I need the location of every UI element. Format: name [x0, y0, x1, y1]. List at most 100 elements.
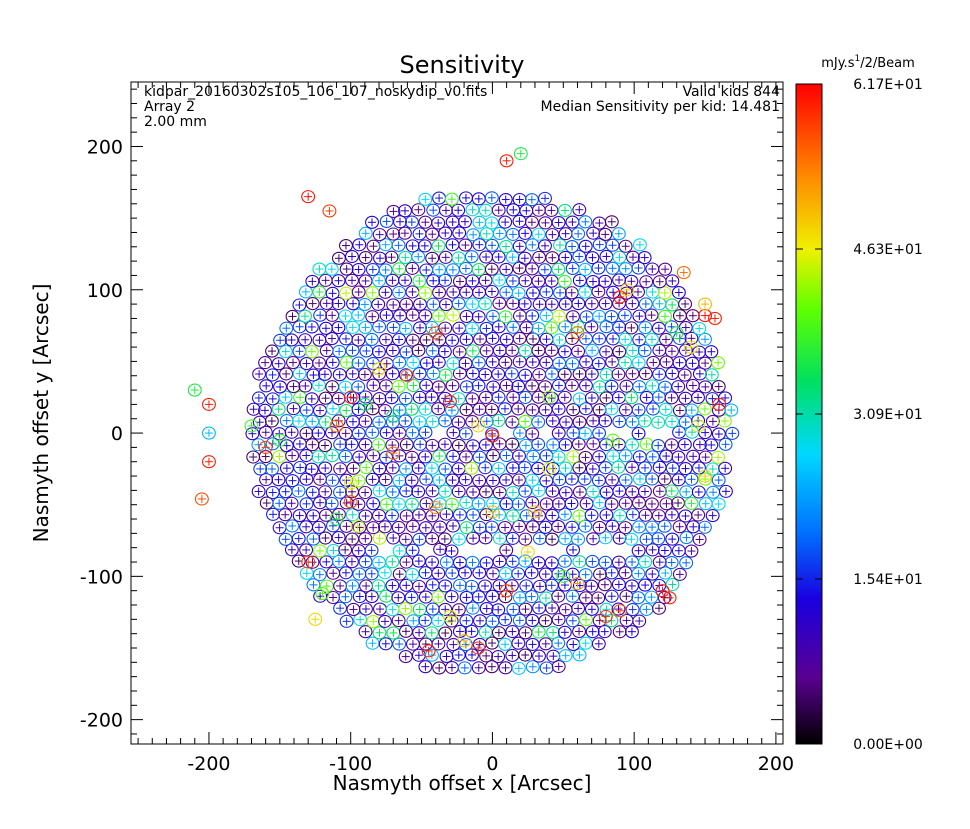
kid-marker	[671, 496, 685, 510]
kid-marker	[452, 578, 467, 592]
kid-marker	[357, 367, 372, 382]
kid-marker	[318, 391, 333, 405]
kid-marker	[426, 274, 441, 288]
kid-marker	[358, 625, 373, 639]
kid-marker	[671, 285, 686, 300]
kid-marker	[471, 641, 486, 655]
kid-marker	[471, 310, 486, 324]
kid-marker	[652, 297, 667, 311]
kid-marker	[358, 555, 373, 569]
kid-marker	[631, 426, 646, 441]
kid-marker	[525, 520, 540, 534]
kid-marker	[579, 379, 593, 393]
kid-marker	[565, 215, 580, 229]
kid-marker	[511, 661, 526, 675]
kid-marker	[293, 390, 308, 404]
kid-marker	[398, 368, 413, 382]
kid-marker	[645, 379, 660, 393]
kid-marker	[558, 250, 573, 265]
kid-marker	[572, 203, 587, 217]
kid-marker	[592, 380, 607, 394]
kid-marker	[599, 249, 614, 263]
kid-marker	[625, 555, 640, 569]
kid-marker	[679, 485, 694, 499]
kid-marker	[371, 579, 386, 593]
kid-marker	[446, 285, 461, 299]
kid-marker	[398, 532, 413, 546]
kid-marker	[432, 497, 447, 511]
kid-marker	[512, 591, 527, 605]
kid-marker	[505, 274, 520, 288]
kid-marker	[492, 554, 507, 568]
kid-marker	[404, 450, 419, 464]
kid-marker	[657, 519, 672, 533]
kid-marker	[386, 227, 401, 241]
kid-marker	[557, 507, 572, 521]
kid-marker	[331, 274, 346, 288]
kid-marker	[372, 555, 386, 570]
kid-marker	[364, 567, 379, 581]
kid-marker	[484, 216, 499, 230]
kid-marker	[442, 609, 457, 624]
kid-marker	[585, 625, 600, 639]
kid-marker	[572, 461, 587, 475]
kid-marker	[578, 450, 593, 464]
kid-marker	[586, 532, 601, 546]
kid-marker	[618, 332, 633, 346]
kid-marker	[324, 496, 339, 511]
kid-marker	[572, 273, 587, 287]
kid-marker	[645, 543, 660, 557]
kid-marker	[704, 345, 719, 359]
kid-marker	[639, 390, 654, 405]
kid-marker	[538, 403, 553, 417]
kid-marker	[385, 485, 400, 499]
kid-marker	[306, 509, 321, 523]
kid-marker	[557, 554, 572, 568]
kid-marker	[351, 426, 366, 440]
kid-marker	[345, 367, 360, 381]
kid-marker	[397, 226, 412, 240]
kid-marker	[632, 520, 647, 534]
kid-marker	[579, 332, 593, 346]
kid-marker	[478, 461, 493, 475]
kid-marker	[264, 414, 279, 428]
kid-marker	[298, 309, 312, 323]
kid-marker	[612, 531, 627, 545]
kid-marker	[511, 379, 526, 394]
kid-marker	[432, 191, 447, 205]
kid-marker	[417, 239, 432, 253]
kid-marker	[505, 625, 520, 639]
kid-marker	[315, 586, 330, 601]
kid-marker	[558, 578, 572, 592]
kid-marker	[545, 228, 560, 242]
kid-marker	[411, 461, 426, 475]
kid-marker	[638, 555, 653, 569]
kid-marker	[372, 228, 387, 242]
kid-marker	[411, 203, 426, 217]
kid-marker	[612, 320, 627, 334]
kid-marker	[605, 433, 620, 447]
kid-marker	[605, 473, 620, 487]
kid-marker	[485, 355, 500, 369]
kid-marker	[544, 556, 559, 570]
kid-marker	[418, 309, 433, 323]
kid-marker	[659, 497, 674, 511]
kid-marker	[286, 356, 300, 370]
kid-marker	[542, 462, 557, 476]
kid-marker	[346, 461, 361, 475]
kid-marker	[425, 555, 439, 569]
kid-marker	[498, 192, 513, 207]
kid-marker	[339, 355, 354, 369]
kid-marker	[492, 531, 507, 545]
kid-marker	[412, 626, 427, 640]
kid-marker	[284, 543, 299, 557]
kid-marker	[571, 227, 586, 241]
kid-marker	[578, 519, 593, 533]
kid-marker	[306, 578, 321, 592]
kid-marker	[285, 309, 300, 323]
kid-marker	[637, 344, 652, 358]
kid-marker	[631, 403, 646, 417]
kid-marker	[665, 298, 680, 312]
kid-marker	[618, 449, 633, 463]
kid-marker	[545, 484, 560, 498]
